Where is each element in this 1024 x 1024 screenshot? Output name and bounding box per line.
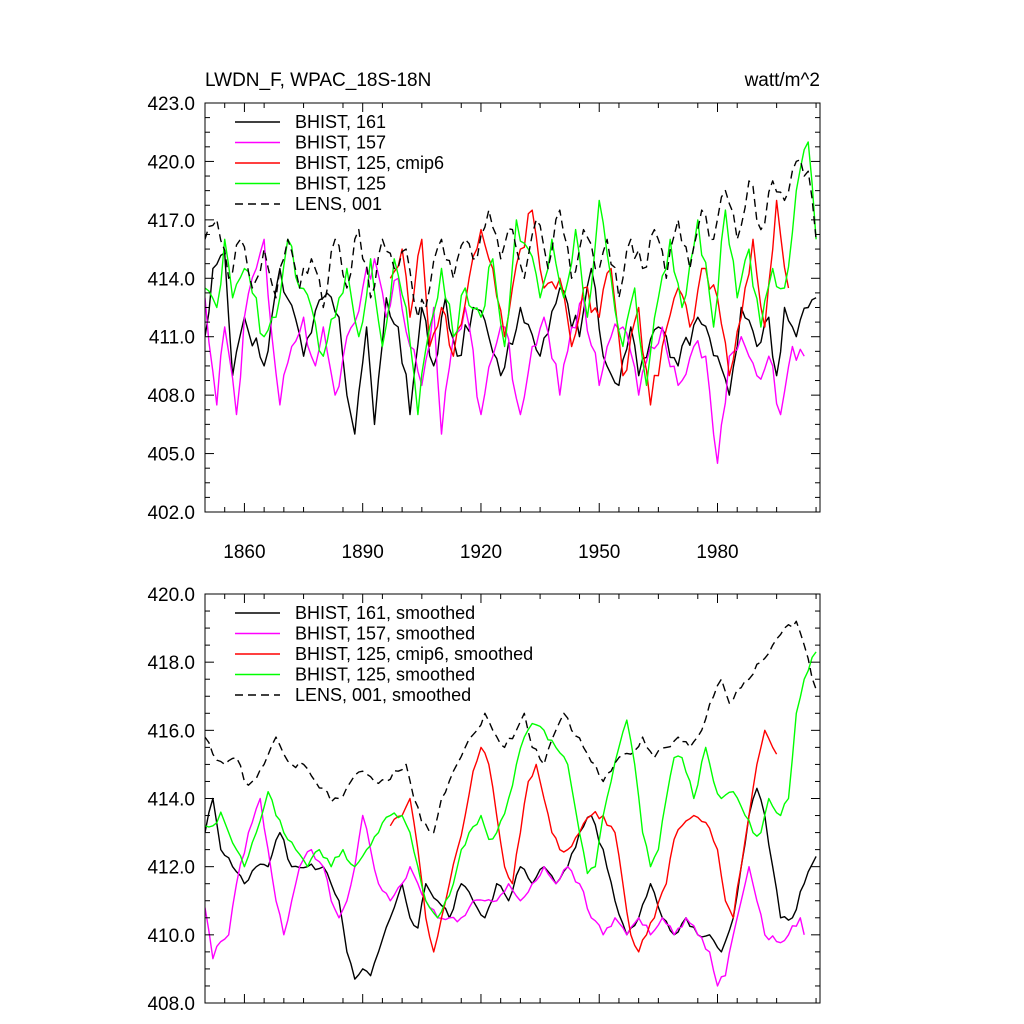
- y-tick-label: 417.0: [147, 211, 195, 232]
- y-tick-label: 416.0: [147, 721, 195, 742]
- y-tick-label: 418.0: [147, 653, 195, 674]
- y-tick-label: 423.0: [147, 94, 195, 115]
- series-line-top-1: [205, 238, 805, 464]
- legend-label: BHIST, 125, cmip6: [295, 153, 444, 173]
- x-tick-label: 1890: [342, 542, 384, 563]
- series-line-bottom-1: [205, 797, 805, 987]
- series-line-bottom-0: [205, 787, 817, 980]
- y-tick-label: 410.0: [147, 926, 195, 947]
- y-tick-label: 420.0: [147, 152, 195, 173]
- legend-label: BHIST, 161, smoothed: [295, 603, 475, 623]
- x-tick-label: 1920: [460, 542, 502, 563]
- series-line-bottom-3: [205, 651, 817, 919]
- x-tick-label: 1980: [696, 542, 738, 563]
- y-tick-label: 408.0: [147, 386, 195, 407]
- series-line-bottom-2: [389, 729, 778, 953]
- legend-label: BHIST, 125, smoothed: [295, 665, 475, 685]
- y-tick-label: 414.0: [147, 790, 195, 811]
- series-line-top-3: [205, 141, 817, 416]
- legend-label: BHIST, 157, smoothed: [295, 624, 475, 644]
- x-tick-label: 1950: [578, 542, 620, 563]
- y-tick-label: 412.0: [147, 858, 195, 879]
- top-panel: LWDN_F, WPAC_18S-18N watt/m^2 402.0 405.0…: [147, 70, 821, 563]
- y-tick-label: 420.0: [147, 585, 195, 606]
- bottom-panel: 408.0 410.0 412.0 414.0 416.0 418.0 420.0 BHIST…: [147, 585, 821, 1015]
- legend-label: BHIST, 125: [295, 174, 386, 194]
- y-tick-label: 408.0: [147, 994, 195, 1015]
- y-tick-label: 402.0: [147, 503, 195, 524]
- series-line-bottom-4: [205, 620, 817, 834]
- x-tick-label: 1860: [223, 542, 265, 563]
- legend-label: LENS, 001, smoothed: [295, 685, 471, 705]
- legend-label: LENS, 001: [295, 194, 382, 214]
- y-tick-label: 411.0: [149, 328, 195, 349]
- legend-label: BHIST, 125, cmip6, smoothed: [295, 644, 533, 664]
- y-tick-label: 414.0: [147, 269, 195, 290]
- top-title-left: LWDN_F, WPAC_18S-18N: [205, 70, 431, 91]
- legend-label: BHIST, 161: [295, 112, 386, 132]
- top-title-right: watt/m^2: [744, 70, 820, 91]
- series-line-top-4: [205, 158, 817, 318]
- legend-label: BHIST, 157: [295, 133, 386, 153]
- y-tick-label: 405.0: [147, 445, 195, 466]
